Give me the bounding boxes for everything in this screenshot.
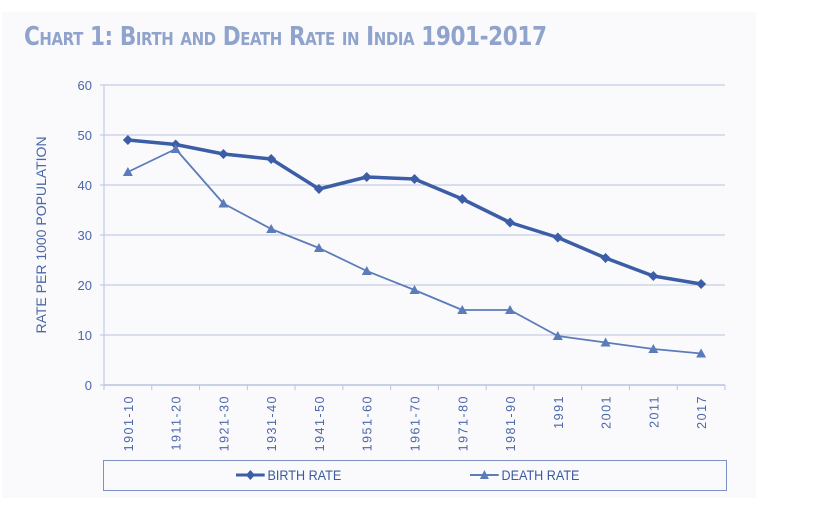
y-tick-label: 20 xyxy=(78,278,92,293)
birth-rate-point xyxy=(696,279,707,289)
x-tick-label: 1941-50 xyxy=(313,395,327,451)
x-tick-label: 1901-10 xyxy=(122,395,136,451)
birth-rate-point xyxy=(361,172,372,182)
y-tick-label: 50 xyxy=(78,128,92,143)
legend-item-death-rate: DEATH RATE xyxy=(470,467,579,483)
birth-rate-point xyxy=(505,217,516,228)
birth-rate-point xyxy=(218,149,229,159)
x-tick-label: 1921-30 xyxy=(217,395,231,451)
death-rate-point xyxy=(552,331,563,340)
y-tick-label: 0 xyxy=(85,378,92,393)
death-rate-point xyxy=(696,348,707,358)
triangle-marker-icon xyxy=(470,470,499,479)
x-tick-label: 1981-90 xyxy=(504,395,518,451)
birth-rate-point xyxy=(313,184,324,194)
death-rate-point xyxy=(409,285,420,294)
birth-rate-point xyxy=(266,154,277,164)
legend-label: DEATH RATE xyxy=(501,467,580,483)
y-tick-label: 30 xyxy=(78,228,92,243)
x-tick-label: 2001 xyxy=(600,395,614,429)
death-rate-point xyxy=(457,305,468,314)
chart-panel xyxy=(2,12,756,498)
legend-label: BIRTH RATE xyxy=(267,467,342,483)
death-rate-point xyxy=(648,344,659,353)
death-rate-point xyxy=(266,224,277,233)
x-tick-label: 1961-70 xyxy=(409,395,423,451)
y-tick-label: 10 xyxy=(78,328,92,343)
x-tick-label: 1931-40 xyxy=(265,395,279,451)
death-rate-point xyxy=(122,167,133,176)
x-tick-label: 2011 xyxy=(647,395,661,428)
legend: BIRTH RATE DEATH RATE xyxy=(103,460,727,491)
x-tick-label: 2017 xyxy=(695,395,709,429)
death-rate-point xyxy=(600,337,611,347)
y-axis-label: RATE PER 1000 POPULATION xyxy=(33,136,49,333)
death-rate-point xyxy=(361,266,372,275)
chart-title: Chart 1: Birth and Death Rate in India 1… xyxy=(24,22,547,52)
death-rate-point xyxy=(170,144,181,153)
x-tick-label: 1951-60 xyxy=(361,395,375,451)
series-line-birth-rate xyxy=(127,138,702,286)
birth-rate-point xyxy=(122,135,133,145)
death-rate-point xyxy=(313,243,324,252)
y-tick-label: 60 xyxy=(78,78,92,93)
death-rate-point xyxy=(505,305,516,314)
diamond-marker-icon xyxy=(236,470,265,480)
x-tick-label: 1911-20 xyxy=(170,395,184,450)
x-tick-label: 1971-80 xyxy=(456,395,470,451)
birth-rate-point xyxy=(457,194,468,204)
legend-item-birth-rate: BIRTH RATE xyxy=(236,467,341,483)
birth-rate-point xyxy=(552,232,563,243)
birth-rate-point xyxy=(600,253,611,263)
birth-rate-point xyxy=(409,174,420,184)
birth-rate-point xyxy=(648,271,659,281)
death-rate-point xyxy=(218,198,229,208)
y-tick-label: 40 xyxy=(78,178,92,193)
x-tick-label: 1991 xyxy=(552,395,566,429)
